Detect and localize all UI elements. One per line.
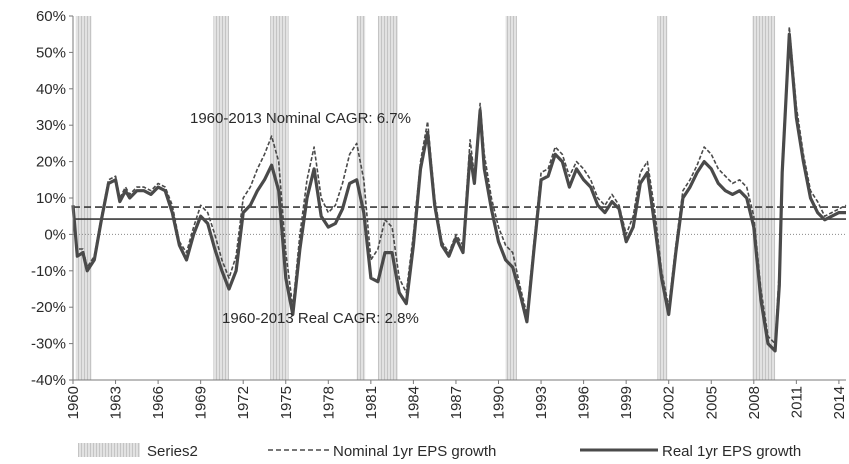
legend-swatch-series2 (78, 443, 140, 457)
legend-label-real: Real 1yr EPS growth (662, 443, 801, 460)
recession-band (505, 16, 517, 380)
x-axis-ticks: 1960 1963 1966 1969 1972 1975 1978 1981 1984 1987… (65, 380, 848, 419)
nominal-cagr-annotation: 1960-2013 Nominal CAGR: 6.7% (190, 110, 411, 127)
x-tick-label: 1984 (405, 386, 422, 419)
x-tick-label: 2014 (831, 386, 848, 419)
recession-bands (75, 16, 776, 380)
y-tick-label: -30% (31, 336, 66, 353)
series-nominal-eps-line (72, 26, 847, 345)
series-lines (71, 26, 847, 353)
y-tick-label: 30% (36, 117, 66, 134)
cagr-lines (73, 206, 846, 220)
y-tick-label: -10% (31, 263, 66, 280)
x-tick-label: 1999 (618, 386, 635, 419)
recession-band (377, 16, 398, 380)
recession-band (657, 16, 668, 380)
real-cagr-annotation: 1960-2013 Real CAGR: 2.8% (222, 310, 419, 327)
x-tick-label: 2002 (661, 386, 678, 419)
x-tick-label: 1960 (65, 386, 82, 419)
x-tick-label: 2011 (788, 386, 805, 418)
y-tick-label: 40% (36, 81, 66, 98)
series-real-eps-line (71, 32, 846, 353)
x-tick-label: 1966 (150, 386, 167, 419)
x-tick-label: 1975 (278, 386, 295, 419)
recession-band (75, 16, 92, 380)
legend-label-series2: Series2 (147, 443, 198, 460)
axes (72, 16, 846, 381)
x-tick-label: 1972 (235, 386, 252, 419)
legend: Series2 Nominal 1yr EPS growth Real 1yr … (78, 443, 801, 460)
y-tick-label: 10% (36, 190, 66, 207)
x-tick-label: 1969 (193, 386, 210, 419)
x-tick-label: 1978 (320, 386, 337, 419)
y-tick-label: 20% (36, 154, 66, 171)
x-tick-label: 1996 (576, 386, 593, 419)
legend-label-nominal: Nominal 1yr EPS growth (333, 443, 496, 460)
y-tick-label: 60% (36, 8, 66, 25)
x-tick-label: 1987 (448, 386, 465, 419)
x-tick-label: 1963 (108, 386, 125, 419)
y-tick-label: -20% (31, 299, 66, 316)
y-axis-ticks: 60% 50% 40% 30% 20% 10% 0% -10% -20% -30% -40% (31, 8, 73, 389)
x-tick-label: 2005 (703, 386, 720, 419)
x-tick-label: 1981 (363, 386, 380, 419)
y-tick-label: -40% (31, 372, 66, 389)
x-tick-label: 1993 (533, 386, 550, 419)
x-tick-label: 1990 (491, 386, 508, 419)
x-tick-label: 2008 (746, 386, 763, 419)
recession-band (213, 16, 230, 380)
recession-band (752, 16, 776, 380)
y-tick-label: 50% (36, 44, 66, 61)
y-tick-label: 0% (44, 226, 66, 243)
